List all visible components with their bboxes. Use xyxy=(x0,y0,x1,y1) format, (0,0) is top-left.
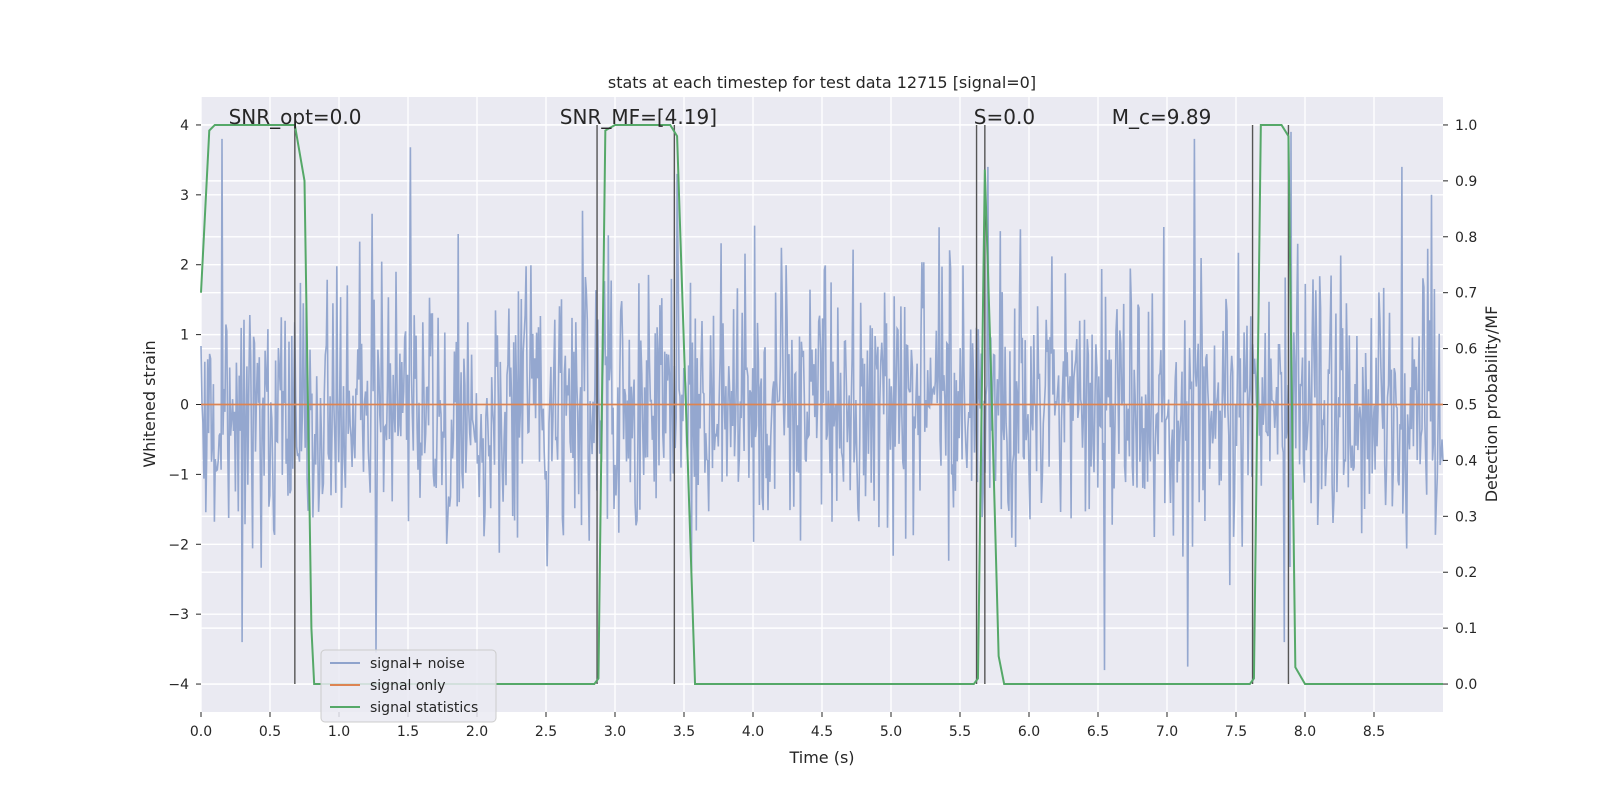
signal-statistics-line xyxy=(200,123,1443,686)
y-tick-label: 0 xyxy=(180,398,189,414)
legend-label-signal-noise: signal+ noise xyxy=(370,656,465,672)
chart-title: stats at each timestep for test data 127… xyxy=(608,73,1036,92)
y-tick-label: −4 xyxy=(168,677,189,693)
y2-tick-label: 0.6 xyxy=(1455,342,1477,358)
x-tick-label: 4.5 xyxy=(811,724,833,740)
legend-label-signal-statistics: signal statistics xyxy=(370,700,478,716)
y-tick-label: 4 xyxy=(180,118,189,134)
x-tick-label: 3.5 xyxy=(673,724,695,740)
y2-tick-label: 0.8 xyxy=(1455,230,1477,246)
series-lines xyxy=(200,123,1443,686)
x-tick-label: 7.5 xyxy=(1225,724,1247,740)
y-axis-ticks: 4 3 2 1 0 −1 −2 −3 −4 xyxy=(168,118,201,693)
y2-tick-label: 0.5 xyxy=(1455,398,1477,414)
legend-label-signal-only: signal only xyxy=(370,678,445,694)
y2-axis-label: Detection probability/MF xyxy=(1482,306,1501,503)
x-tick-label: 5.5 xyxy=(949,724,971,740)
y-tick-label: 1 xyxy=(180,328,189,344)
x-tick-label: 1.5 xyxy=(397,724,419,740)
y-axis-label: Whitened strain xyxy=(140,340,159,467)
y-tick-label: −3 xyxy=(168,607,189,623)
y2-tick-label: 0.2 xyxy=(1455,565,1477,581)
annotation-label: S=0.0 xyxy=(974,105,1035,129)
y2-tick-label: 0.4 xyxy=(1455,453,1477,469)
x-axis-ticks: 0.0 0.5 1.0 1.5 2.0 2.5 3.0 3.5 4.0 4.5 5.0 5.5 6.0 6… xyxy=(190,712,1385,740)
x-tick-label: 7.0 xyxy=(1156,724,1178,740)
x-tick-label: 6.0 xyxy=(1018,724,1040,740)
x-tick-label: 3.0 xyxy=(604,724,626,740)
x-tick-label: 1.0 xyxy=(328,724,350,740)
x-tick-label: 8.5 xyxy=(1363,724,1385,740)
x-tick-label: 6.5 xyxy=(1087,724,1109,740)
legend-box xyxy=(320,649,497,723)
y2-tick-label: 1.0 xyxy=(1455,118,1477,134)
legend: signal+ noise signal only signal statist… xyxy=(320,649,497,723)
y-tick-label: 3 xyxy=(180,188,189,204)
y-tick-label: −2 xyxy=(168,537,189,553)
y2-tick-label: 0.7 xyxy=(1455,286,1477,302)
y2-axis-ticks: 1.0 0.9 0.8 0.7 0.6 0.5 0.4 0.3 0.2 0.1 0.0 xyxy=(1443,118,1477,693)
y2-tick-label: 0.0 xyxy=(1455,677,1477,693)
series-signal-noise xyxy=(200,131,1444,671)
y-tick-label: 2 xyxy=(180,258,189,274)
x-tick-label: 4.0 xyxy=(742,724,764,740)
annotations: SNR_opt=0.0 SNR_MF=[4.19] S=0.0 M_c=9.89 xyxy=(229,105,1212,129)
signal-noise-trace xyxy=(200,131,1444,671)
y2-tick-label: 0.9 xyxy=(1455,174,1477,190)
annotation-label: SNR_opt=0.0 xyxy=(229,105,362,129)
x-tick-label: 0.0 xyxy=(190,724,212,740)
x-tick-label: 0.5 xyxy=(259,724,281,740)
annotation-label: M_c=9.89 xyxy=(1112,105,1212,129)
y2-tick-label: 0.1 xyxy=(1455,621,1477,637)
x-tick-label: 8.0 xyxy=(1294,724,1316,740)
x-tick-label: 2.0 xyxy=(466,724,488,740)
x-tick-label: 5.0 xyxy=(880,724,902,740)
annotation-label: SNR_MF=[4.19] xyxy=(560,105,717,129)
x-axis-label: Time (s) xyxy=(788,748,854,767)
y-tick-label: −1 xyxy=(168,467,189,483)
y2-tick-label: 0.3 xyxy=(1455,509,1477,525)
x-tick-label: 2.5 xyxy=(535,724,557,740)
